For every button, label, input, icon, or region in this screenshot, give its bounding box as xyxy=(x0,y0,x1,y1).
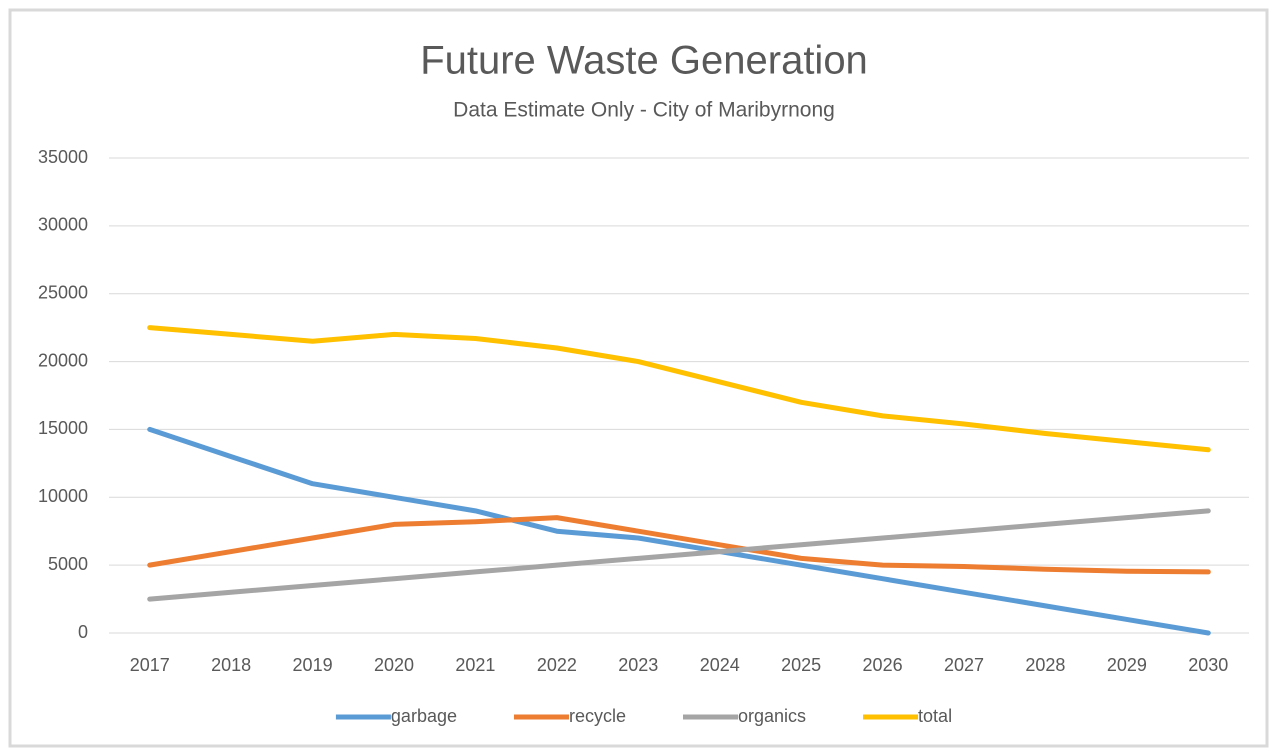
y-tick-label: 25000 xyxy=(38,282,88,302)
y-tick-label: 5000 xyxy=(48,554,88,574)
x-tick-label: 2019 xyxy=(293,655,333,675)
x-tick-label: 2017 xyxy=(130,655,170,675)
legend-label: organics xyxy=(738,706,806,726)
x-tick-label: 2021 xyxy=(455,655,495,675)
x-tick-label: 2025 xyxy=(781,655,821,675)
line-series xyxy=(147,515,1211,575)
line-series xyxy=(147,426,1211,636)
x-tick-label: 2018 xyxy=(211,655,251,675)
y-tick-label: 0 xyxy=(78,622,88,642)
x-tick-label: 2024 xyxy=(700,655,740,675)
x-tick-label: 2023 xyxy=(618,655,658,675)
y-tick-label: 35000 xyxy=(38,147,88,167)
x-tick-label: 2026 xyxy=(863,655,903,675)
chart-subtitle: Data Estimate Only - City of Maribyrnong xyxy=(453,99,835,122)
line-series xyxy=(147,325,1211,453)
y-tick-label: 10000 xyxy=(38,486,88,506)
x-tick-label: 2029 xyxy=(1107,655,1147,675)
x-tick-label: 2028 xyxy=(1025,655,1065,675)
x-tick-label: 2022 xyxy=(537,655,577,675)
chart-frame xyxy=(8,8,1269,748)
legend-label: total xyxy=(918,706,952,726)
chart-title: Future Waste Generation xyxy=(420,39,868,83)
x-tick-label: 2027 xyxy=(944,655,984,675)
y-tick-label: 15000 xyxy=(38,418,88,438)
legend-label: recycle xyxy=(569,706,626,726)
line-series xyxy=(147,508,1211,602)
legend-label: garbage xyxy=(391,706,457,726)
x-tick-label: 2030 xyxy=(1188,655,1228,675)
y-tick-label: 20000 xyxy=(38,350,88,370)
y-tick-label: 30000 xyxy=(38,215,88,235)
x-tick-label: 2020 xyxy=(374,655,414,675)
